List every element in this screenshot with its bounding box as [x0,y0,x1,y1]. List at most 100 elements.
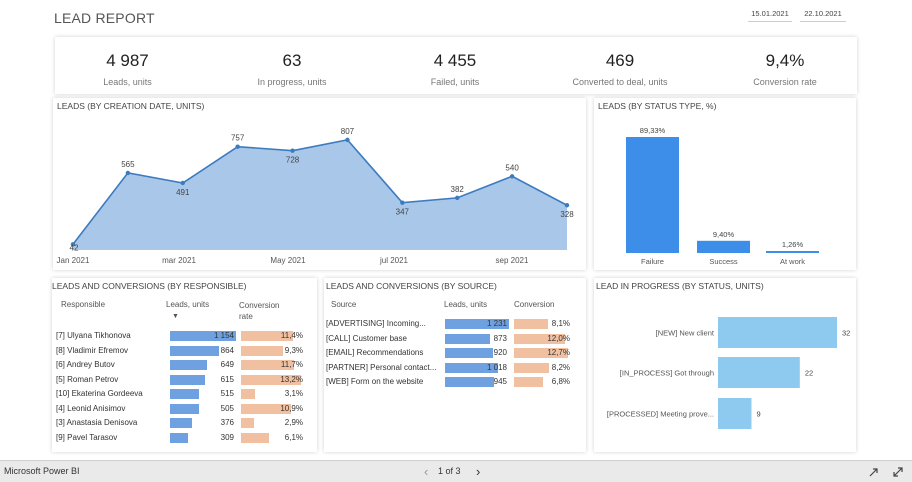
leads-value: 1 154 [213,331,234,340]
table-row[interactable]: [CALL] Customer base 873 12,0% [324,333,586,348]
col-leads[interactable]: Leads, units [166,300,210,309]
kpi-label: In progress, units [257,77,327,87]
in-progress-panel[interactable]: LEAD IN PROGRESS (BY STATUS, UNITS) 32 [N… [594,278,856,452]
leads-bar [170,345,220,356]
kpi-value: 63 [282,51,302,70]
table-row[interactable]: [6] Andrey Butov 649 11,7% [52,359,317,374]
leads-bar [445,333,491,344]
table-row[interactable]: [5] Roman Petrov 615 13,2% [52,374,317,389]
table-row[interactable]: [EMAIL] Recommendations 920 12,7% [324,347,586,362]
kpi-value: 4 987 [106,51,149,70]
status-value-label: 9,40% [713,230,735,239]
leads-by-status-panel[interactable]: LEADS (BY STATUS TYPE, %) 89,33% Failure 9… [594,98,856,270]
conversion-bar [241,403,291,414]
leads-bar [445,348,493,358]
conversion-value: 3,1% [284,389,303,398]
leads-value: 309 [220,432,234,442]
leads-by-date-panel[interactable]: LEADS (BY CREATION DATE, UNITS) 42 565 491… [53,98,586,270]
page-indicator: 1 of 3 [438,466,461,476]
table-row[interactable]: [ADVERTISING] Incoming... 1 231 8,1% [324,318,586,333]
progress-bar [718,317,837,348]
kpi-label: Leads, units [103,77,152,87]
report-canvas: LEAD REPORT 15.01.2021 22.10.2021 4 987 … [0,0,912,460]
row-name: [6] Andrey Butov [56,360,115,369]
conversion-bar [241,389,256,399]
conversion-bar [241,345,284,356]
leads-bar [170,374,206,385]
leads-value: 1 231 [486,319,507,328]
data-point [400,200,405,205]
row-name: [3] Anastasia Denisova [56,418,138,427]
col-conversion[interactable]: Conversion [514,300,555,309]
leads-bar [445,362,498,373]
progress-value-label: 22 [805,369,813,378]
progress-category-label: [NEW] New client [656,329,715,338]
status-value-label: 1,26% [782,240,804,249]
conversion-value: 10,9% [280,403,303,413]
status-category-label: At work [780,257,805,266]
leads-value: 1 018 [486,362,507,372]
progress-value-label: 32 [842,329,850,338]
date-from-field[interactable]: 15.01.2021 [748,5,792,22]
data-label: 491 [176,188,190,197]
table-row[interactable]: [WEB] Form on the website 945 6,8% [324,376,586,391]
conversion-bar [514,319,549,329]
col-leads[interactable]: Leads, units [444,300,488,309]
x-tick-label: sep 2021 [496,256,529,265]
data-label: 328 [560,210,574,219]
leads-area-chart: 42 565 491 757 728 807 347 382 540 328 Jan 2021 mar… [57,127,575,265]
by-source-panel[interactable]: LEADS AND CONVERSIONS (BY SOURCE) Source… [324,278,586,452]
kpi-converted: 469 Converted to deal, units [550,37,690,94]
share-icon[interactable] [868,466,880,478]
report-title: LEAD REPORT [54,10,155,26]
table-row[interactable]: [9] Pavel Tarasov 309 6,1% [52,432,317,447]
leads-value: 505 [220,403,234,413]
kpi-value: 4 455 [433,51,477,70]
conversion-value: 13,2% [280,374,303,384]
conversion-bar [241,331,293,341]
data-label: 807 [341,127,355,136]
table-row[interactable]: [7] Ulyana Tikhonova 1 154 11,4% [52,330,317,345]
area-fill [73,139,567,250]
leads-bar [170,403,199,414]
progress-category-label: [PROCESSED] Meeting prove... [607,410,714,419]
data-point [235,144,240,149]
data-label: 757 [231,134,245,143]
kpi-conversion-rate: 9,4% Conversion rate [720,37,850,94]
date-to-field[interactable]: 22.10.2021 [800,5,846,22]
data-label: 565 [121,160,135,169]
data-label: 347 [396,208,410,217]
table-row[interactable]: [8] Vladimir Efremov 864 9,3% [52,345,317,360]
table-row[interactable]: [PARTNER] Personal contact... 1 018 8,2% [324,362,586,377]
next-page-button[interactable]: › [476,464,481,479]
table-row[interactable]: [4] Leonid Anisimov 505 10,9% [52,403,317,418]
table-row[interactable]: [3] Anastasia Denisova 376 2,9% [52,417,317,432]
by-responsible-panel[interactable]: LEADS AND CONVERSIONS (BY RESPONSIBLE) R… [52,278,317,452]
conversion-value: 6,8% [551,377,570,386]
status-category-label: Failure [641,257,664,266]
col-source[interactable]: Source [331,300,357,309]
conversion-bar [514,377,543,387]
kpi-leads: 4 987 Leads, units [55,37,200,94]
prev-page-button[interactable]: ‹ [424,464,429,479]
leads-value: 376 [220,418,234,427]
conversion-value: 6,1% [284,432,303,442]
col-conversion[interactable]: Conversion rate [239,301,280,321]
progress-bar-chart: 32 [NEW] New client 22 [IN_PROCESS] Got thr… [607,317,850,429]
powerbi-footer: Microsoft Power BI ‹ 1 of 3 › [0,460,912,482]
conversion-bar [514,362,549,373]
data-point [125,170,131,176]
fullscreen-icon[interactable] [892,466,904,478]
conversion-bar [514,333,566,344]
leads-bar [170,360,208,370]
table-row[interactable]: [10] Ekaterina Gordeeva 515 3,1% [52,388,317,403]
x-tick-label: mar 2021 [162,256,196,265]
sort-indicator-icon[interactable]: ▼ [172,313,179,320]
data-point [70,242,76,247]
row-name: [EMAIL] Recommendations [326,348,424,357]
kpi-label: Failed, units [430,77,480,87]
col-responsible[interactable]: Responsible [61,300,106,309]
data-point [290,148,295,153]
panel-title: LEADS AND CONVERSIONS (BY RESPONSIBLE) [52,281,247,291]
area-line [72,138,568,245]
